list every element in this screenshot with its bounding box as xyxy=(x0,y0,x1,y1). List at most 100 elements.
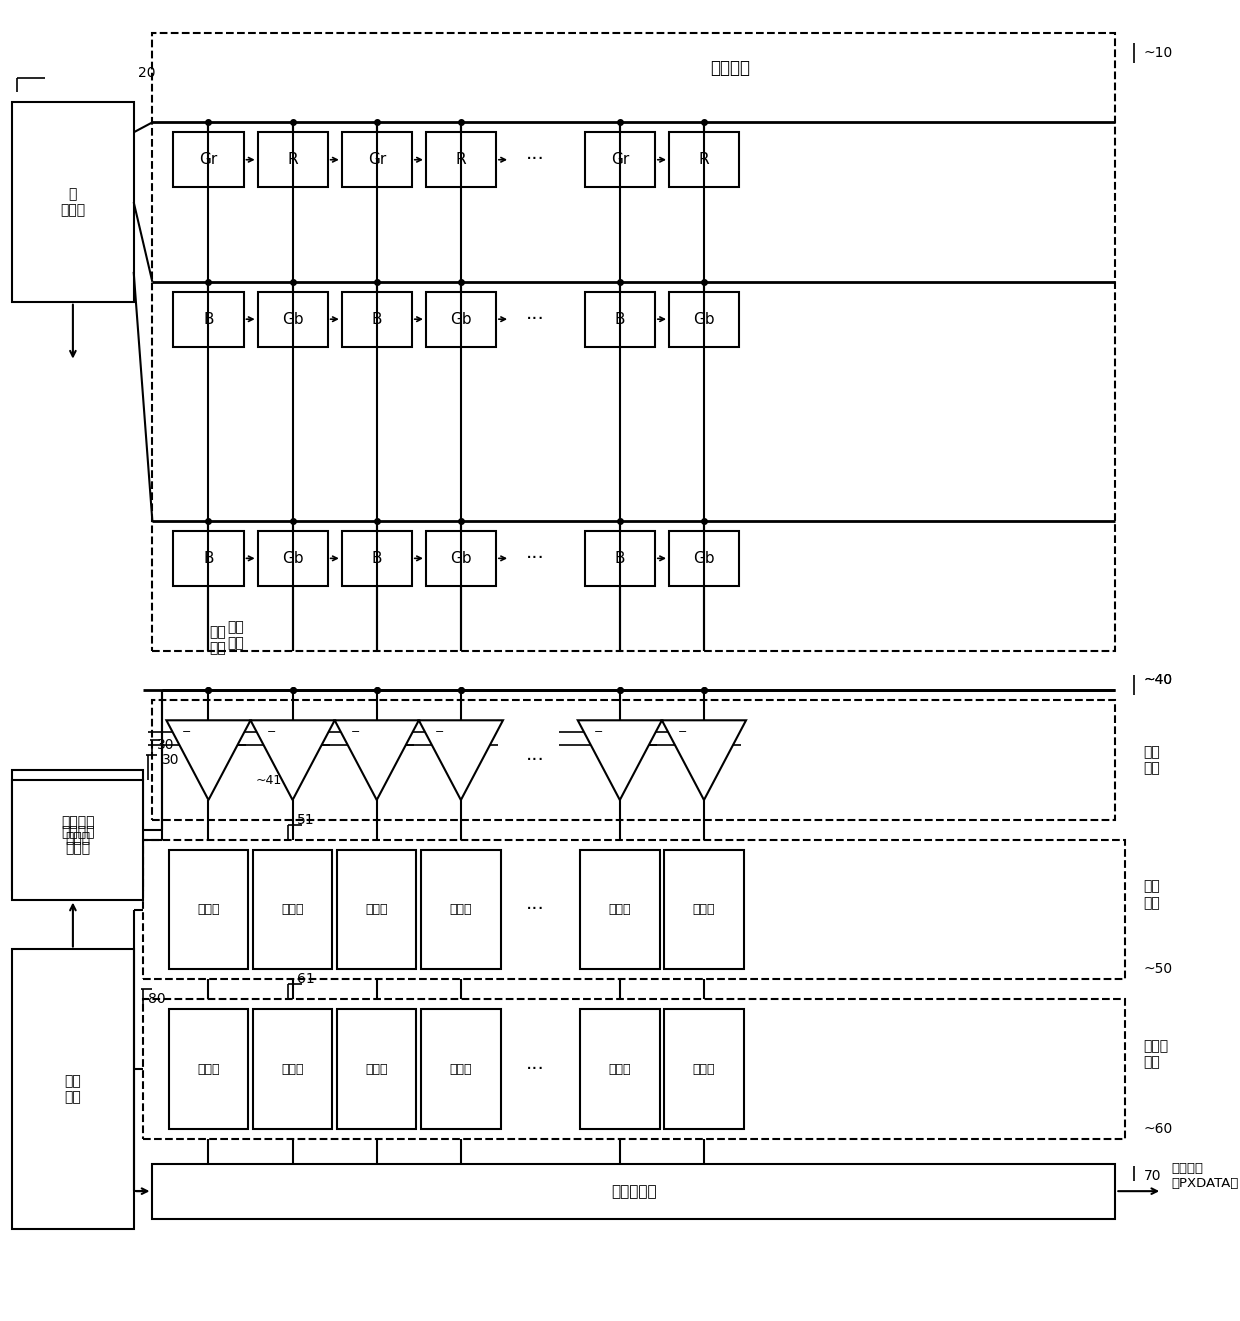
Text: 计数器: 计数器 xyxy=(609,904,631,917)
Text: 行
解码器: 行 解码器 xyxy=(61,188,86,217)
Polygon shape xyxy=(419,720,503,801)
Text: −: − xyxy=(182,728,192,737)
Bar xyxy=(342,531,412,585)
Bar xyxy=(580,849,660,970)
Text: ⋮: ⋮ xyxy=(368,383,386,400)
Bar xyxy=(12,103,134,301)
Text: ~60: ~60 xyxy=(1143,1122,1173,1136)
Text: Gb: Gb xyxy=(693,551,714,565)
Text: Gb: Gb xyxy=(450,551,471,565)
Text: 存储器: 存储器 xyxy=(693,1062,715,1075)
Text: 存储器: 存储器 xyxy=(197,1062,219,1075)
Polygon shape xyxy=(578,720,662,801)
Text: ···: ··· xyxy=(526,900,546,919)
Bar xyxy=(258,132,327,188)
Polygon shape xyxy=(662,720,746,801)
Text: 70: 70 xyxy=(1143,1169,1161,1184)
Text: 计数器: 计数器 xyxy=(450,904,472,917)
Bar xyxy=(668,292,739,346)
Bar xyxy=(585,132,655,188)
Text: 计数器: 计数器 xyxy=(693,904,715,917)
Text: Gb: Gb xyxy=(281,551,304,565)
Text: 计数器: 计数器 xyxy=(197,904,219,917)
Text: Gb: Gb xyxy=(281,312,304,326)
Text: ···: ··· xyxy=(526,1059,546,1078)
Text: 30: 30 xyxy=(157,738,175,752)
Text: ~40: ~40 xyxy=(1143,674,1173,687)
Text: B: B xyxy=(372,551,382,565)
Bar xyxy=(665,849,744,970)
Text: 51: 51 xyxy=(298,812,315,827)
Text: ⋮: ⋮ xyxy=(200,383,217,400)
Bar xyxy=(668,531,739,585)
Text: 像素阵列: 像素阵列 xyxy=(711,58,750,77)
Bar xyxy=(342,292,412,346)
Text: ~50: ~50 xyxy=(1143,963,1173,976)
Text: ···: ··· xyxy=(526,548,546,568)
Text: ···: ··· xyxy=(526,750,546,770)
Bar xyxy=(153,1164,1115,1218)
Bar xyxy=(422,849,501,970)
Bar xyxy=(337,1009,417,1129)
Text: ···: ··· xyxy=(526,151,546,169)
Bar xyxy=(174,292,243,346)
Bar xyxy=(425,531,496,585)
Bar xyxy=(668,132,739,188)
Bar xyxy=(337,849,417,970)
Text: 计数器: 计数器 xyxy=(366,904,388,917)
Text: ⋮: ⋮ xyxy=(611,383,629,400)
Bar xyxy=(258,531,327,585)
Bar xyxy=(580,1009,660,1129)
Text: ~40: ~40 xyxy=(1143,674,1173,687)
Text: 存储器: 存储器 xyxy=(281,1062,304,1075)
Bar xyxy=(174,132,243,188)
Text: B: B xyxy=(615,312,625,326)
Text: 20: 20 xyxy=(139,66,156,79)
Text: 比较
单元: 比较 单元 xyxy=(1143,745,1161,775)
Polygon shape xyxy=(335,720,419,801)
Text: R: R xyxy=(455,152,466,168)
Text: R: R xyxy=(698,152,709,168)
Bar xyxy=(253,849,332,970)
Bar xyxy=(12,781,143,900)
Text: 存储器: 存储器 xyxy=(450,1062,472,1075)
Text: −: − xyxy=(267,728,275,737)
Bar xyxy=(585,292,655,346)
Bar xyxy=(585,531,655,585)
Bar xyxy=(342,132,412,188)
Text: 控制
单元: 控制 单元 xyxy=(64,1074,82,1104)
Text: 计数器: 计数器 xyxy=(281,904,304,917)
Bar xyxy=(169,849,248,970)
Text: 斜坡
信号: 斜坡 信号 xyxy=(227,621,244,651)
Bar xyxy=(143,999,1125,1139)
Text: 存储器
单元: 存储器 单元 xyxy=(1143,1040,1168,1069)
Text: 存储器: 存储器 xyxy=(366,1062,388,1075)
Text: 斜坡信号
发生器: 斜坡信号 发生器 xyxy=(61,824,94,855)
Bar xyxy=(253,1009,332,1129)
Text: 61: 61 xyxy=(298,972,315,987)
Bar xyxy=(153,33,1115,650)
Text: −: − xyxy=(351,728,360,737)
Bar xyxy=(425,292,496,346)
Text: −: − xyxy=(435,728,444,737)
Text: 存储器: 存储器 xyxy=(609,1062,631,1075)
Text: ⋮: ⋮ xyxy=(284,383,301,400)
Text: Gr: Gr xyxy=(611,152,629,168)
Bar xyxy=(169,1009,248,1129)
Text: ⋮: ⋮ xyxy=(694,383,713,400)
Text: 列读出电路: 列读出电路 xyxy=(611,1184,657,1198)
Text: B: B xyxy=(203,312,213,326)
Text: Gb: Gb xyxy=(450,312,471,326)
Text: ~10: ~10 xyxy=(1143,46,1173,59)
Text: −: − xyxy=(594,728,603,737)
Text: 像素数据
（PXDATA）: 像素数据 （PXDATA） xyxy=(1172,1162,1239,1190)
Bar xyxy=(143,840,1125,979)
Bar xyxy=(422,1009,501,1129)
Bar xyxy=(665,1009,744,1129)
Bar xyxy=(258,292,327,346)
Bar xyxy=(153,700,1115,820)
Text: Gr: Gr xyxy=(200,152,217,168)
Text: 斜坡信号
发生器: 斜坡信号 发生器 xyxy=(61,815,94,845)
Polygon shape xyxy=(250,720,335,801)
Text: 30: 30 xyxy=(161,753,180,768)
